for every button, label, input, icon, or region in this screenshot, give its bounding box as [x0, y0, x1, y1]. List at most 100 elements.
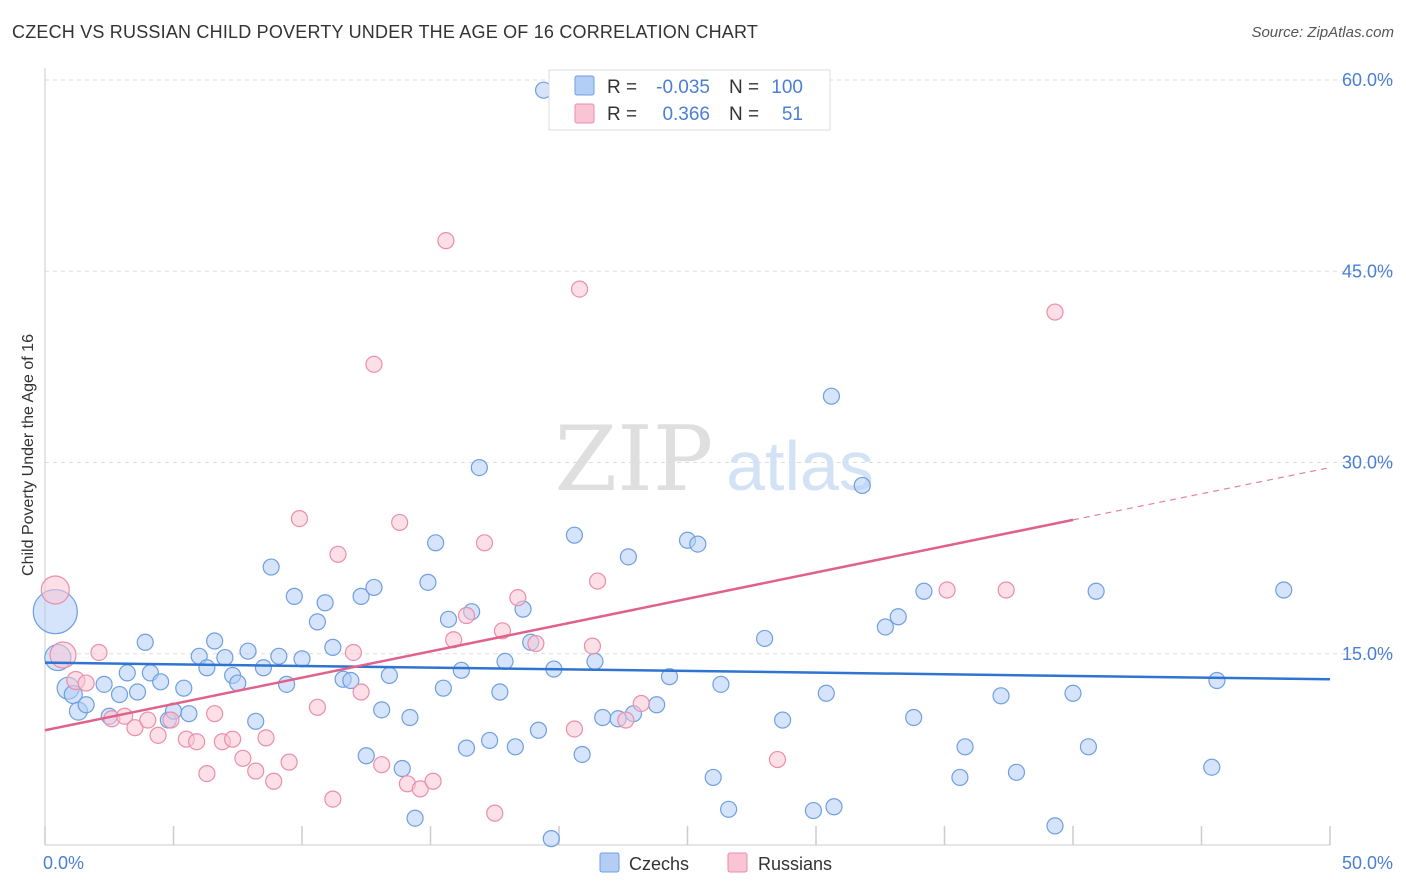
czech-point: [128, 683, 147, 701]
czech-r-value: -0.035: [656, 77, 710, 98]
russian-point: [391, 513, 409, 532]
czech-point: [542, 830, 560, 848]
russian-point: [588, 572, 607, 590]
czech-point: [956, 738, 974, 756]
russian-trend-extension: [1072, 467, 1331, 521]
czech-point: [380, 666, 398, 685]
data-points: [32, 81, 1293, 848]
czech-point: [594, 708, 612, 727]
russian-trend-line: [44, 518, 1074, 732]
russian-point: [234, 749, 252, 767]
czech-point: [206, 632, 224, 650]
czech-point: [77, 696, 95, 714]
axes: 15.0% 30.0% 45.0% 60.0% 0.0% 50.0%: [43, 68, 1393, 873]
russian-point: [411, 780, 429, 798]
czech-point: [406, 809, 424, 827]
czech-point: [427, 534, 445, 552]
russian-point: [126, 719, 144, 737]
czech-point: [1203, 758, 1221, 776]
czech-point: [136, 633, 154, 651]
czech-point: [285, 587, 303, 605]
trend-lines: [44, 467, 1331, 732]
czech-point: [992, 687, 1010, 705]
czech-stats-swatch: [574, 75, 595, 96]
czech-point: [1208, 671, 1226, 690]
czech-point: [712, 675, 730, 693]
czech-point: [889, 608, 907, 626]
russian-point: [457, 606, 476, 625]
russian-point: [224, 730, 242, 748]
russian-point: [486, 804, 504, 822]
russian-point: [768, 750, 787, 769]
czech-point: [470, 459, 488, 477]
czech-trend-line: [44, 661, 1331, 681]
y-tick-label: 15.0%: [1342, 644, 1393, 664]
russian-point: [344, 643, 362, 662]
chart-title: CZECH VS RUSSIAN CHILD POVERTY UNDER THE…: [12, 22, 759, 42]
czech-point: [419, 573, 437, 591]
czech-point: [342, 671, 360, 690]
source-credit: Source: ZipAtlas.com: [1251, 24, 1394, 41]
czech-point: [308, 613, 327, 631]
russian-point: [188, 733, 206, 751]
czech-point: [755, 629, 774, 648]
czech-point: [1064, 684, 1082, 702]
russian-point: [90, 643, 108, 662]
czech-point: [457, 739, 476, 757]
czech-point: [619, 548, 637, 566]
czech-point: [95, 675, 113, 693]
russian-point: [290, 509, 309, 528]
czech-point: [660, 668, 679, 686]
czech-point: [198, 659, 216, 677]
czech-point: [270, 647, 288, 665]
czech-point: [565, 526, 584, 544]
czech-point: [1046, 817, 1064, 835]
russian-point: [437, 232, 455, 250]
czech-point: [152, 673, 170, 691]
czech-point: [905, 708, 923, 727]
y-tick-label: 30.0%: [1342, 453, 1393, 473]
czech-point: [853, 476, 871, 495]
czech-point: [247, 712, 265, 730]
czech-point: [324, 638, 342, 656]
czech-point: [506, 738, 524, 756]
czech-point: [915, 582, 933, 600]
russian-point: [324, 790, 342, 808]
russian-point: [475, 534, 494, 552]
russian-point: [280, 753, 298, 771]
x-tick-label-max: 50.0%: [1342, 853, 1393, 873]
czech-point: [1079, 738, 1098, 756]
russian-point: [373, 756, 391, 774]
stats-legend: R = -0.035 N = 100 R = 0.366 N = 51: [548, 69, 831, 131]
legend-czechs-label: Czechs: [629, 854, 689, 874]
czech-point: [239, 642, 257, 660]
russian-point: [139, 711, 157, 729]
czech-point: [180, 705, 198, 723]
czech-point: [825, 798, 843, 816]
legend-russians-swatch: [727, 852, 748, 873]
stats-legend-frame: [548, 69, 831, 131]
watermark-zip: ZIP: [555, 407, 714, 512]
russian-point: [365, 355, 383, 373]
czech-point: [373, 701, 391, 719]
russian-point: [352, 683, 370, 701]
russian-point: [565, 720, 584, 738]
czech-point: [110, 685, 129, 704]
y-axis-label-group: Child Poverty Under the Age of 16: [20, 334, 37, 576]
czech-point: [357, 747, 375, 765]
czech-point: [434, 679, 452, 697]
legend-russians-label: Russians: [758, 854, 832, 874]
czech-point: [1275, 581, 1293, 599]
russian-n-value: 51: [782, 104, 803, 125]
czech-point: [648, 696, 666, 714]
czech-point: [822, 387, 841, 405]
watermark: ZIP atlas: [555, 407, 874, 512]
russian-point: [1046, 303, 1064, 321]
russian-point: [617, 711, 635, 729]
czech-point: [401, 708, 419, 727]
watermark-atlas: atlas: [726, 427, 874, 505]
czech-point: [804, 801, 823, 820]
russian-point: [77, 674, 95, 692]
x-tick-label-min: 0.0%: [43, 853, 84, 873]
